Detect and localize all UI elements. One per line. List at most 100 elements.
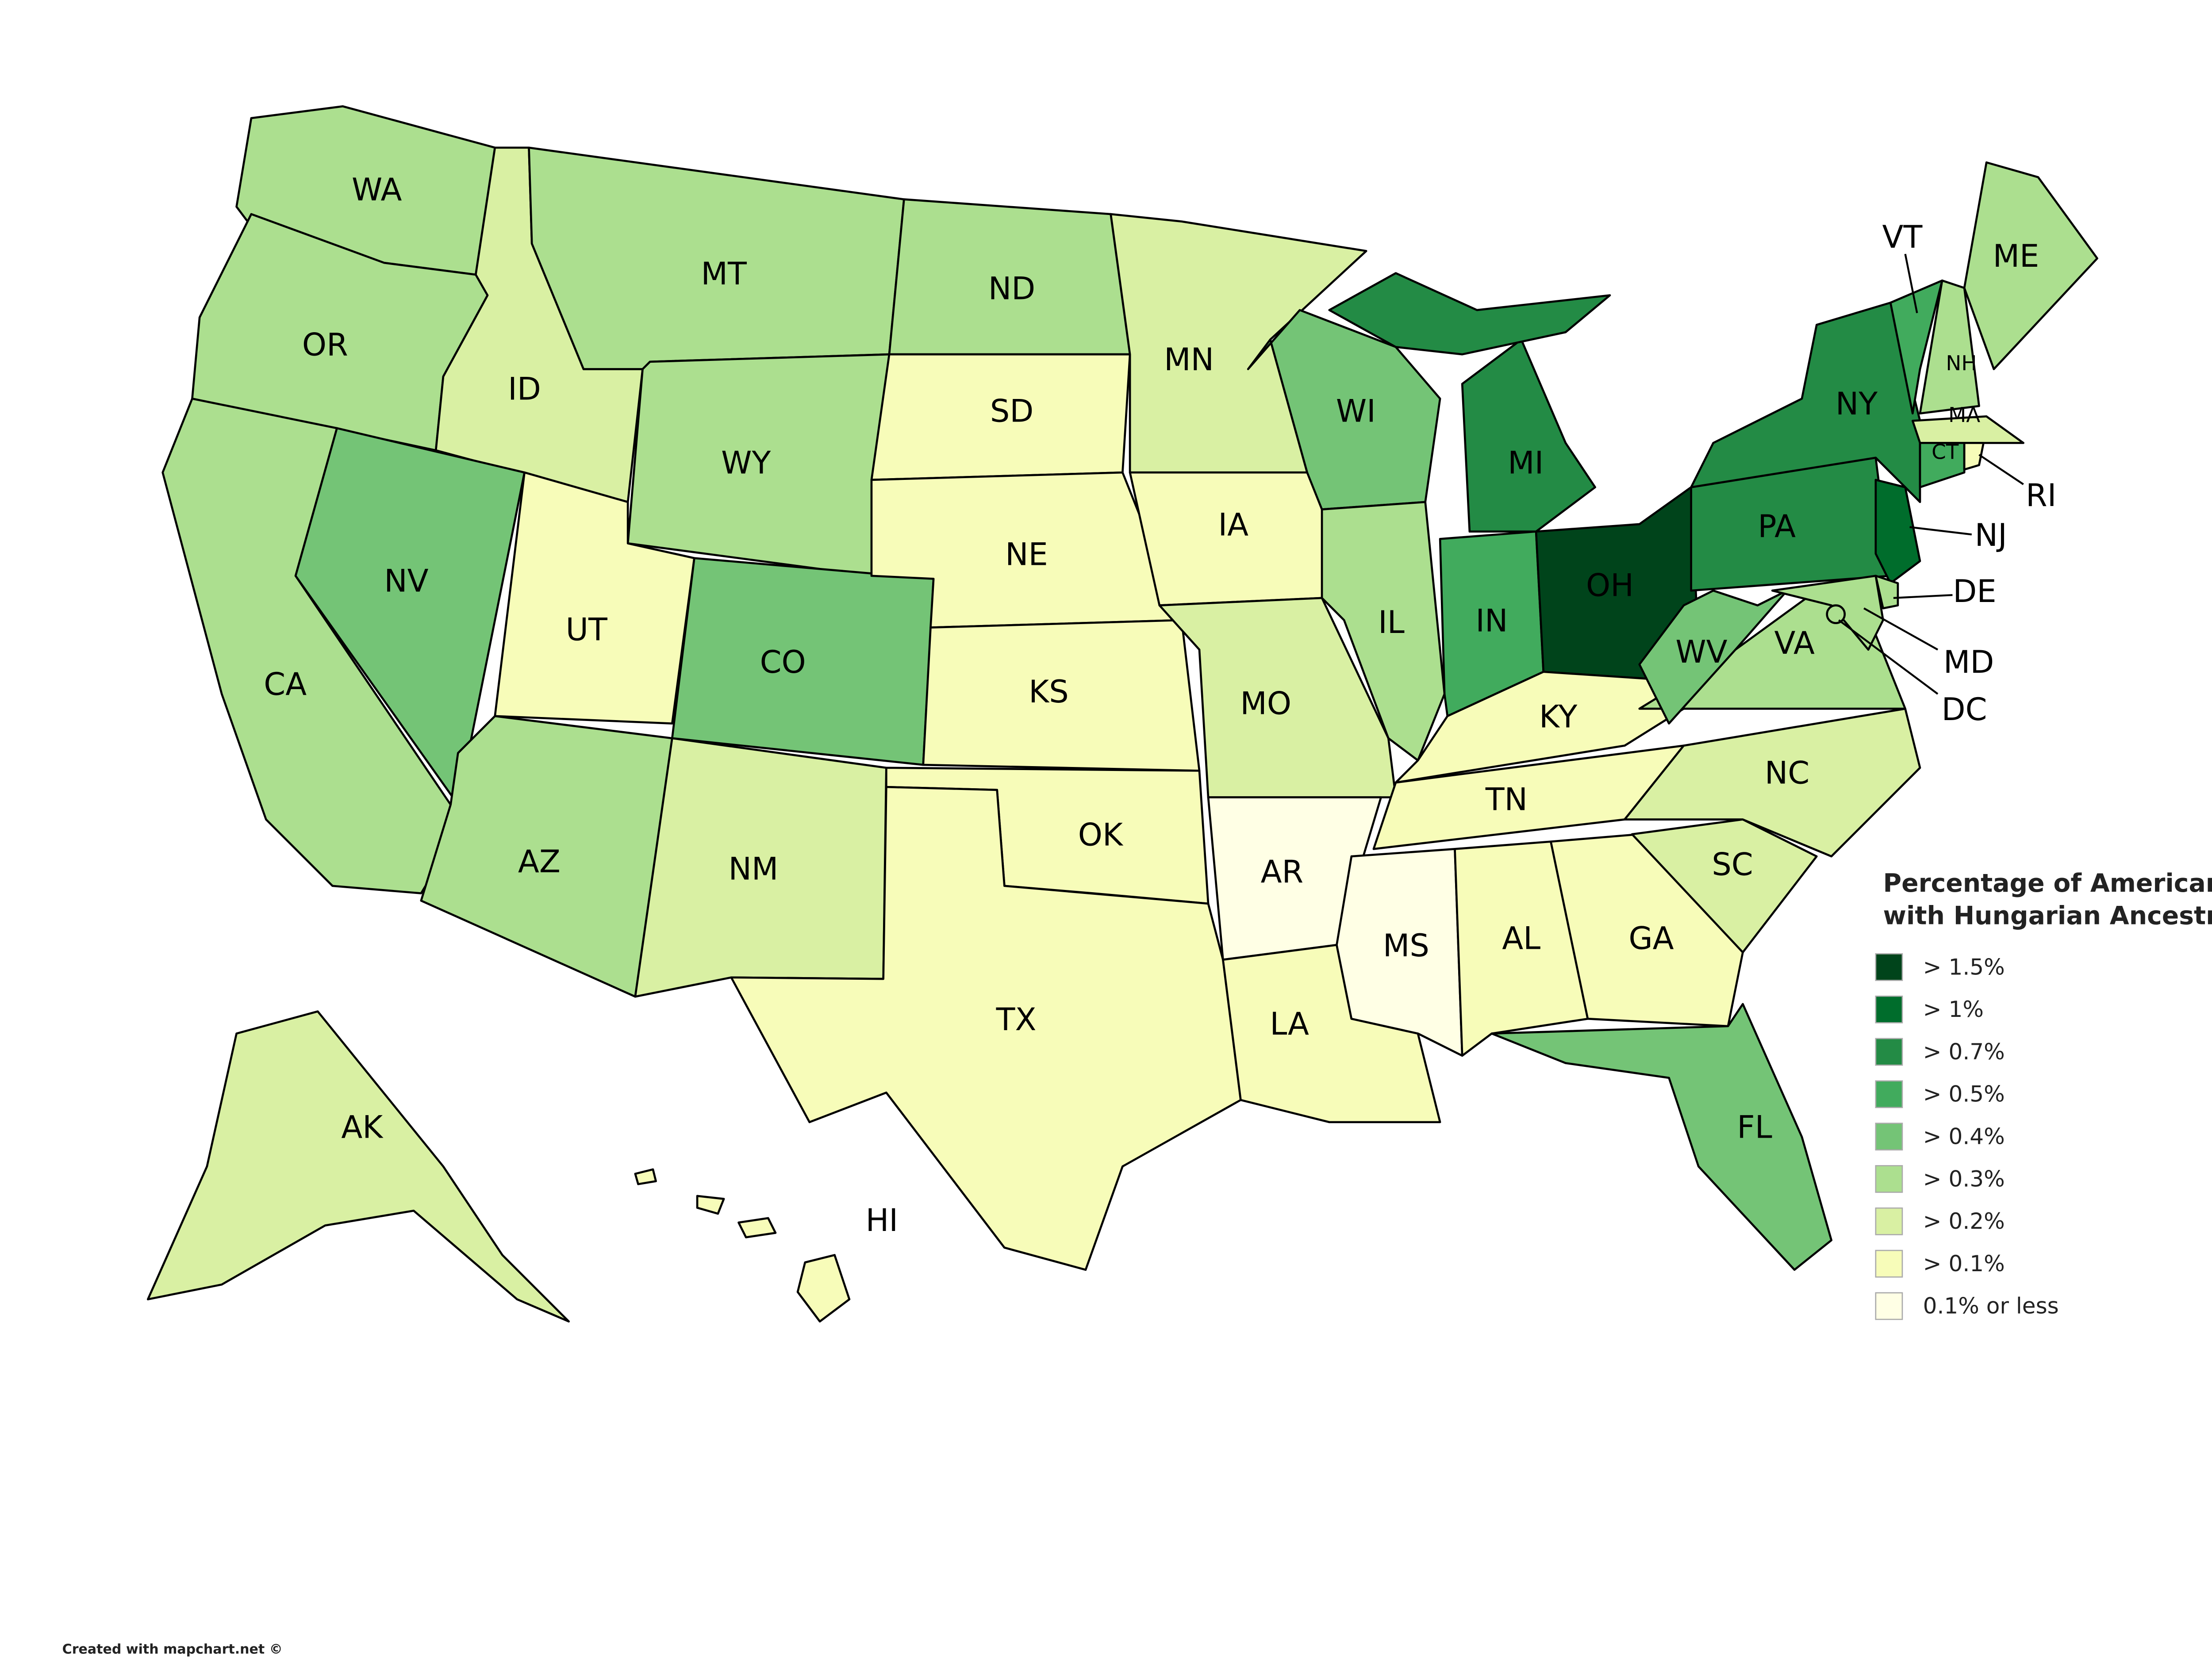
state-label: SD — [990, 393, 1033, 429]
legend-title: Percentage of Americans with Hungarian A… — [1883, 870, 2212, 932]
state-label: ND — [988, 271, 1035, 307]
legend-label: > 0.2% — [1923, 1208, 2005, 1234]
state-label: HI — [866, 1202, 898, 1238]
state-label: NV — [384, 563, 428, 599]
legend-swatch — [1875, 953, 1903, 981]
legend: > 1.5% > 1% > 0.7% > 0.5% > 0.4% > 0.3% > 0.2%… — [1875, 953, 2059, 1320]
state-shape — [696, 1195, 725, 1215]
leader-line — [1909, 526, 1972, 536]
state-label: VA — [1774, 625, 1815, 661]
state-shape — [1328, 272, 1611, 356]
state-label: WV — [1675, 634, 1727, 670]
legend-title-box: Percentage of Americans with Hungarian A… — [1883, 870, 2212, 932]
state-label: KS — [1029, 674, 1068, 710]
state-label: MT — [701, 256, 747, 292]
legend-swatch — [1875, 1292, 1903, 1320]
state-shape — [1321, 501, 1446, 762]
state-label: OH — [1586, 567, 1634, 604]
state-label: MN — [1164, 341, 1214, 378]
state-shape — [1963, 161, 2098, 370]
state-label: IN — [1475, 603, 1508, 639]
state-label: AR — [1261, 854, 1304, 890]
credit: Created with mapchart.net © — [62, 1642, 283, 1657]
leader-line — [1863, 607, 1939, 651]
legend-swatch — [1875, 1207, 1903, 1235]
legend-label: > 1.5% — [1923, 954, 2005, 980]
state-label: MD — [1943, 644, 1994, 680]
state-label: MI — [1508, 445, 1544, 481]
state-shape — [1624, 707, 1921, 858]
state-shape — [1490, 1003, 1833, 1271]
state-label: NJ — [1975, 517, 2007, 553]
legend-label: > 0.1% — [1923, 1251, 2005, 1277]
legend-label: 0.1% or less — [1923, 1293, 2059, 1319]
state-shape — [1911, 415, 2024, 444]
state-label: RI — [2026, 477, 2056, 514]
state-shape — [1826, 604, 1846, 625]
state-label: AL — [1502, 920, 1540, 956]
legend-swatch — [1875, 1165, 1903, 1193]
state-label: NH — [1946, 352, 1977, 376]
legend-swatch — [1875, 995, 1903, 1024]
state-label: DE — [1953, 573, 1996, 610]
state-shape — [1919, 279, 1980, 414]
state-label: WI — [1336, 393, 1376, 429]
leader-line — [1978, 454, 2024, 485]
state-label: UT — [566, 612, 608, 648]
legend-swatch — [1875, 1123, 1903, 1151]
state-shape — [1454, 840, 1589, 1057]
state-label: CA — [264, 666, 307, 702]
state-shape — [737, 1217, 777, 1238]
state-shape — [1889, 279, 1943, 414]
state-label: AK — [341, 1109, 384, 1146]
state-label: OK — [1078, 817, 1124, 853]
state-shape — [1919, 442, 1966, 488]
legend-label: > 1% — [1923, 997, 1984, 1022]
states — [146, 105, 2098, 1323]
legend-swatch — [1875, 1250, 1903, 1278]
state-label: FL — [1737, 1109, 1772, 1146]
state-shape — [1874, 575, 1899, 610]
state-shape — [146, 1010, 570, 1323]
state-label: DC — [1942, 691, 1987, 728]
state-shape — [796, 1254, 851, 1323]
state-label: SC — [1712, 846, 1753, 882]
legend-swatch — [1875, 1080, 1903, 1108]
state-label: OR — [302, 326, 348, 363]
state-label: ME — [1993, 238, 2039, 274]
state-label: WA — [352, 172, 402, 208]
state-label: IL — [1378, 604, 1405, 640]
leader-line — [1904, 253, 1918, 314]
legend-label: > 0.5% — [1923, 1081, 2005, 1107]
state-label: KY — [1539, 699, 1577, 735]
state-label: IA — [1218, 507, 1248, 543]
legend-label: > 0.4% — [1923, 1123, 2005, 1149]
state-shape — [1550, 833, 1744, 1028]
state-shape — [1963, 442, 1985, 471]
state-label: NE — [1005, 536, 1048, 572]
legend-swatch — [1875, 1038, 1903, 1066]
state-label: PA — [1758, 508, 1796, 544]
state-shape — [634, 1168, 657, 1185]
state-label: WY — [721, 445, 771, 481]
leader-line — [1838, 619, 1939, 695]
state-shape — [1631, 818, 1818, 954]
state-label: LA — [1270, 1006, 1309, 1042]
state-shape — [1771, 575, 1884, 651]
state-label: MA — [1948, 403, 1980, 427]
state-label: NY — [1836, 386, 1878, 422]
state-label: ID — [508, 371, 541, 407]
state-label: VT — [1882, 219, 1923, 255]
state-shape — [1638, 589, 1788, 725]
state-label: TX — [996, 1001, 1037, 1038]
leader-line — [1893, 594, 1953, 599]
state-label: CO — [760, 644, 806, 680]
state-label: NC — [1765, 755, 1809, 791]
state-label: CT — [1932, 440, 1959, 464]
state-shape — [626, 353, 891, 577]
state-label: AZ — [518, 844, 561, 880]
state-shape — [730, 786, 1242, 1271]
state-label: MO — [1240, 686, 1291, 722]
